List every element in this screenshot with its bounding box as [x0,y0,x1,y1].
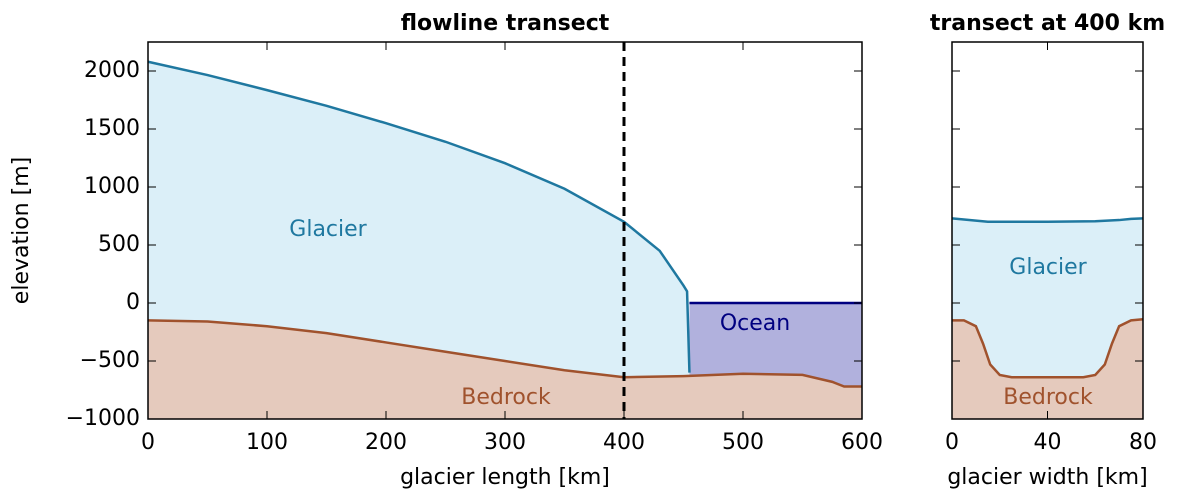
x-tick-label: 80 [1129,430,1157,455]
x-tick-label: 600 [841,430,883,455]
series-line [147,319,862,388]
series-label: Glacier [289,217,367,242]
series-line [952,317,1144,379]
y-tick-label: 500 [98,232,140,257]
y-tick-label: 1500 [84,116,140,141]
x-tick-label: 500 [722,430,764,455]
chart-title: flowline transect [401,11,610,36]
chart-title: transect at 400 km [930,11,1165,36]
y-tick-label: 1000 [84,174,140,199]
x-tick-label: 400 [603,430,645,455]
area-fill [952,319,1143,419]
series-line [951,217,1144,224]
x-tick-label: 40 [1034,430,1062,455]
x-tick-label: 0 [141,430,155,455]
y-tick-label: −1000 [66,406,140,431]
x-axis-label: glacier length [km] [400,465,610,490]
series-line [147,60,691,373]
x-tick-label: 100 [246,430,288,455]
series-label: Bedrock [1003,385,1093,410]
area-fill [148,320,862,419]
x-axis-label: glacier width [km] [947,465,1147,490]
x-tick-label: 0 [945,430,959,455]
x-tick-label: 300 [484,430,526,455]
area-fill [952,218,1143,419]
series-label: Glacier [1009,255,1087,280]
series-label: Bedrock [461,385,551,410]
y-axis-label: elevation [m] [9,157,34,304]
x-tick-label: 200 [365,430,407,455]
series-label: Ocean [720,311,790,336]
y-tick-label: 0 [126,290,140,315]
y-tick-label: 2000 [84,58,140,83]
y-tick-label: −500 [80,348,140,373]
